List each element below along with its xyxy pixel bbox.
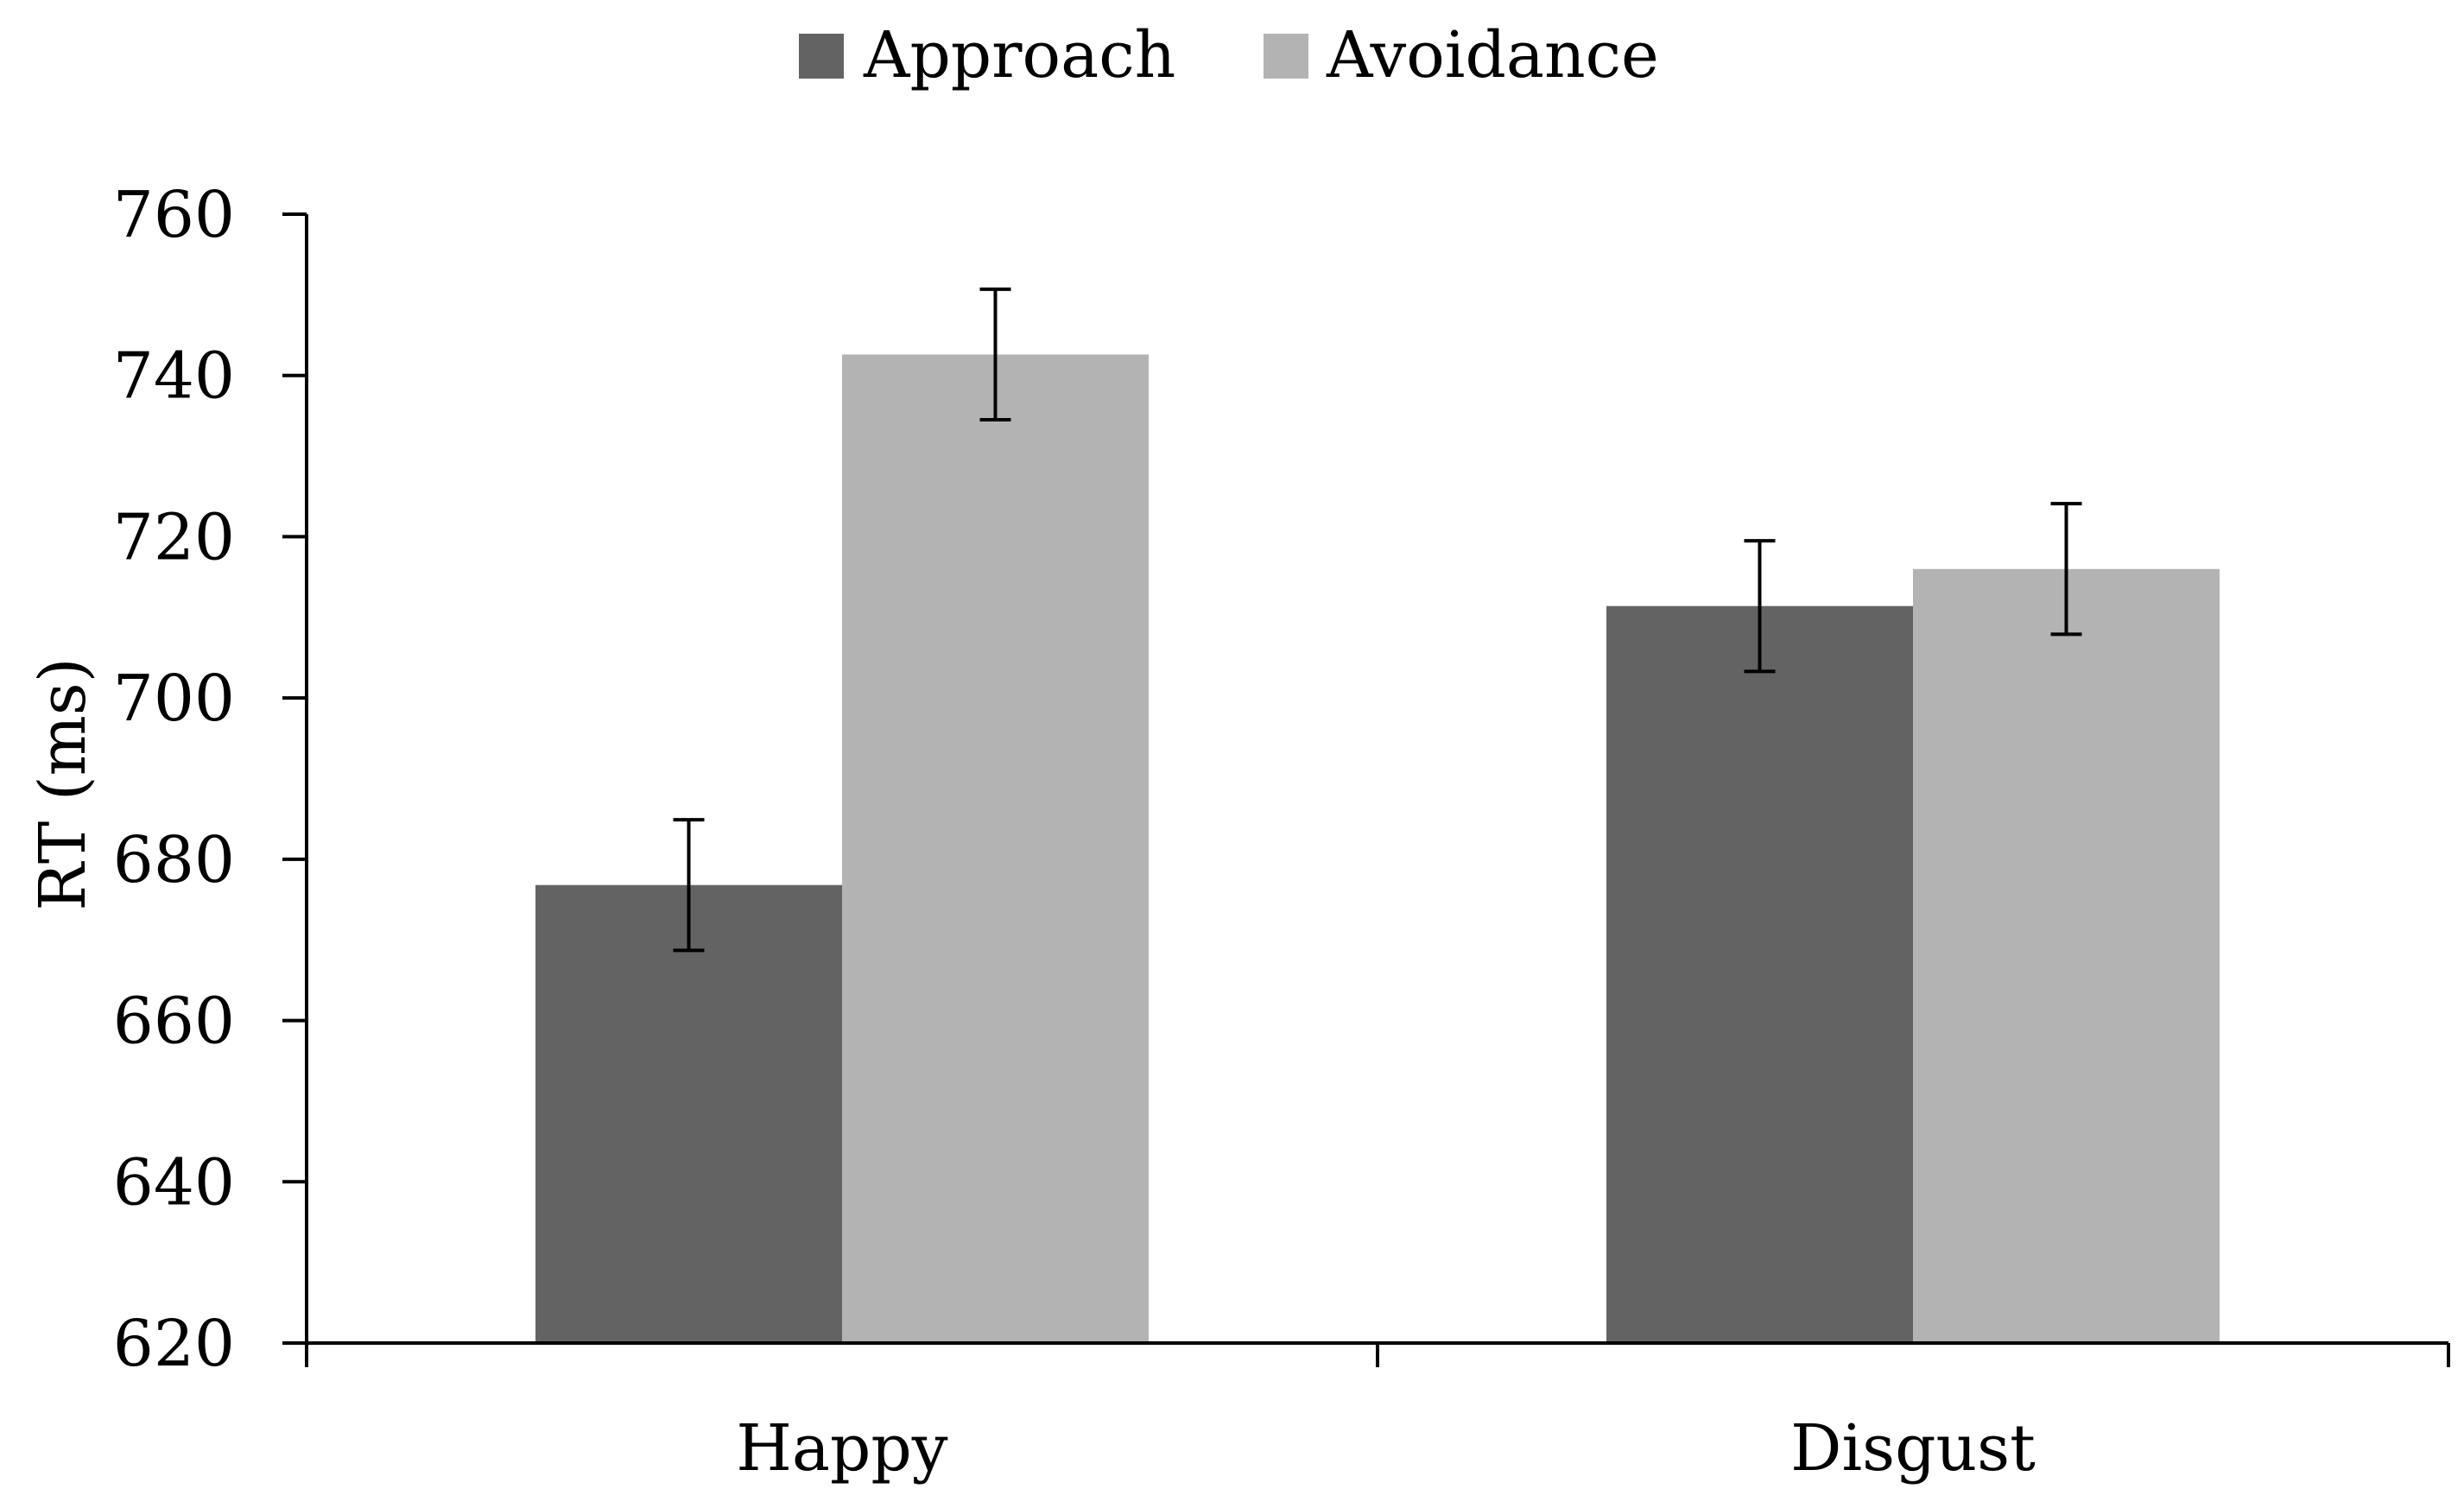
bar-approach-disgust bbox=[1606, 605, 1913, 1343]
y-tick-label-620: 620 bbox=[113, 1307, 235, 1381]
x-tick-label-happy: Happy bbox=[736, 1411, 947, 1486]
legend: Approach Avoidance bbox=[799, 18, 1659, 92]
legend-swatch-avoidance bbox=[1264, 34, 1308, 79]
y-axis: 620 640 660 680 700 720 740 760 bbox=[113, 178, 308, 1381]
bar-avoidance-disgust bbox=[1913, 568, 2220, 1343]
x-axis: Happy Disgust bbox=[305, 1341, 2450, 1486]
error-bar-avoidance-happy bbox=[979, 287, 1011, 422]
error-bar-approach-happy bbox=[673, 818, 705, 953]
legend-swatch-approach bbox=[799, 34, 844, 79]
legend-label-avoidance: Avoidance bbox=[1326, 18, 1659, 92]
error-bars bbox=[673, 287, 2082, 953]
y-tick-label-680: 680 bbox=[113, 823, 235, 897]
y-tick-label-640: 640 bbox=[113, 1145, 235, 1220]
bars bbox=[535, 354, 2220, 1344]
bar-avoidance-happy bbox=[842, 354, 1149, 1344]
y-axis-title: RT (ms) bbox=[26, 657, 100, 910]
bar-approach-happy bbox=[535, 884, 842, 1343]
y-tick-label-740: 740 bbox=[113, 339, 235, 414]
y-tick-label-700: 700 bbox=[113, 662, 235, 736]
x-tick-label-disgust: Disgust bbox=[1790, 1411, 2036, 1486]
y-tick-label-720: 720 bbox=[113, 500, 235, 574]
legend-label-approach: Approach bbox=[863, 18, 1175, 92]
y-tick-label-660: 660 bbox=[113, 985, 235, 1059]
error-bar-approach-disgust bbox=[1744, 539, 1776, 674]
y-tick-label-760: 760 bbox=[113, 178, 235, 252]
error-bar-avoidance-disgust bbox=[2050, 502, 2082, 637]
